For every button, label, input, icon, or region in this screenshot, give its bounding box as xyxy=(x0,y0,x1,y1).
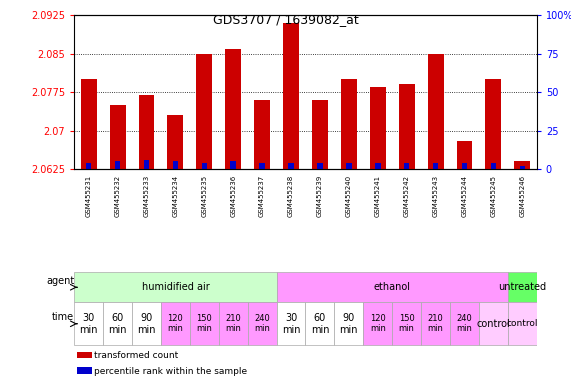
Bar xyxy=(514,161,530,169)
Bar xyxy=(335,302,363,345)
Bar xyxy=(77,352,91,358)
Bar xyxy=(139,95,154,169)
Bar xyxy=(167,115,183,169)
Text: 210
min: 210 min xyxy=(428,314,444,333)
Bar xyxy=(115,161,120,169)
Text: control: control xyxy=(477,319,510,329)
Bar xyxy=(404,163,409,169)
Bar xyxy=(421,302,450,345)
Text: time: time xyxy=(52,312,74,322)
Bar xyxy=(375,163,380,169)
Bar xyxy=(341,79,357,169)
Text: 120
min: 120 min xyxy=(167,314,183,333)
Text: GDS3707 / 1639082_at: GDS3707 / 1639082_at xyxy=(212,13,359,26)
Bar xyxy=(219,302,248,345)
Bar xyxy=(276,272,508,302)
Bar xyxy=(462,163,467,169)
Bar xyxy=(508,302,537,345)
Bar xyxy=(346,163,352,169)
Bar xyxy=(520,166,525,169)
Text: humidified air: humidified air xyxy=(142,282,210,292)
Bar xyxy=(428,54,444,169)
Bar xyxy=(81,79,96,169)
Text: control: control xyxy=(506,319,538,328)
Bar xyxy=(86,163,91,169)
Bar xyxy=(288,163,294,169)
Bar xyxy=(254,100,270,169)
Bar xyxy=(161,302,190,345)
Bar xyxy=(317,163,323,169)
Bar xyxy=(196,54,212,169)
Bar xyxy=(248,302,276,345)
Bar xyxy=(226,49,241,169)
Text: untreated: untreated xyxy=(498,282,546,292)
Bar xyxy=(74,272,276,302)
Bar xyxy=(433,163,439,169)
Bar xyxy=(74,302,103,345)
Text: 210
min: 210 min xyxy=(226,314,241,333)
Bar xyxy=(283,23,299,169)
Text: 120
min: 120 min xyxy=(370,314,385,333)
Bar xyxy=(103,302,132,345)
Text: 30
min: 30 min xyxy=(79,313,98,334)
Bar xyxy=(490,163,496,169)
Bar xyxy=(172,161,178,169)
Text: ethanol: ethanol xyxy=(373,282,411,292)
Bar xyxy=(259,163,265,169)
Bar xyxy=(305,302,335,345)
Bar xyxy=(231,161,236,169)
Text: agent: agent xyxy=(46,276,74,286)
Text: 90
min: 90 min xyxy=(340,313,358,334)
Text: 240
min: 240 min xyxy=(457,314,472,333)
Bar xyxy=(370,87,385,169)
Bar xyxy=(312,100,328,169)
Bar xyxy=(485,79,501,169)
Text: 240
min: 240 min xyxy=(254,314,270,333)
Bar xyxy=(190,302,219,345)
Text: 150
min: 150 min xyxy=(399,314,415,333)
Bar xyxy=(202,163,207,169)
Bar xyxy=(110,105,126,169)
Text: 150
min: 150 min xyxy=(196,314,212,333)
Bar xyxy=(77,367,91,374)
Text: 60
min: 60 min xyxy=(311,313,329,334)
Bar xyxy=(144,160,149,169)
Text: percentile rank within the sample: percentile rank within the sample xyxy=(94,367,248,376)
Bar xyxy=(508,272,537,302)
Bar xyxy=(479,302,508,345)
Bar xyxy=(457,141,472,169)
Text: 30
min: 30 min xyxy=(282,313,300,334)
Bar xyxy=(276,302,305,345)
Bar xyxy=(450,302,479,345)
Text: 90
min: 90 min xyxy=(137,313,156,334)
Bar xyxy=(399,84,415,169)
Bar xyxy=(392,302,421,345)
Text: transformed count: transformed count xyxy=(94,351,179,360)
Bar xyxy=(132,302,161,345)
Text: 60
min: 60 min xyxy=(108,313,127,334)
Bar xyxy=(363,302,392,345)
